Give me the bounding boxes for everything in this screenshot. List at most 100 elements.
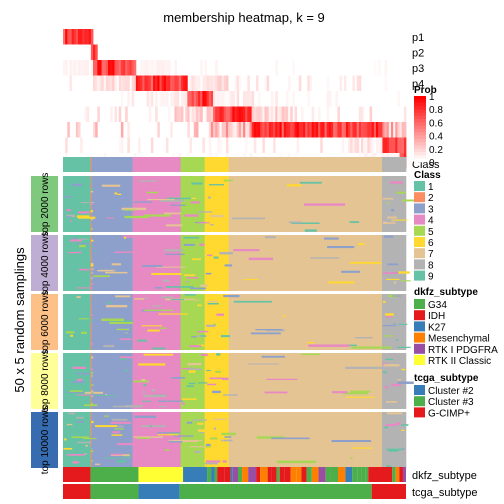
group-streak xyxy=(401,199,417,202)
membership-cell xyxy=(103,75,107,91)
membership-cell xyxy=(183,91,186,107)
membership-cell xyxy=(311,106,315,122)
membership-cell xyxy=(146,60,150,76)
class-block-3 xyxy=(91,157,133,172)
dkfz-cell xyxy=(237,467,243,482)
membership-cell xyxy=(230,106,233,122)
group-streak xyxy=(136,437,151,439)
membership-cell xyxy=(213,75,216,91)
group-streak xyxy=(264,391,288,394)
group-streak xyxy=(123,209,136,211)
group-class-block xyxy=(228,412,383,468)
membership-cell xyxy=(191,91,195,107)
group-streak xyxy=(283,314,286,317)
group-streak xyxy=(383,371,387,374)
membership-cell xyxy=(285,122,289,138)
group-streak xyxy=(95,394,117,396)
group-streak xyxy=(142,265,163,267)
membership-cell xyxy=(253,122,257,138)
class-legend-swatch-6 xyxy=(414,237,425,247)
group-streak xyxy=(90,264,94,267)
tcga-legend-swatch xyxy=(414,385,425,395)
group-streak xyxy=(137,339,147,342)
group-streak xyxy=(323,237,339,240)
group-streak xyxy=(78,211,90,214)
membership-cell xyxy=(238,106,242,122)
membership-cell xyxy=(155,91,158,107)
group-streak xyxy=(393,323,396,325)
membership-cell xyxy=(223,122,227,138)
membership-cell xyxy=(219,106,223,122)
membership-cell xyxy=(155,75,158,91)
group-streak xyxy=(307,342,314,344)
membership-cell xyxy=(176,75,180,91)
membership-cell xyxy=(118,106,122,122)
membership-cell xyxy=(118,137,122,153)
group-streak xyxy=(328,281,355,284)
membership-cell xyxy=(65,137,68,153)
dkfz-legend-label: G34 xyxy=(428,300,447,311)
membership-cell xyxy=(221,106,225,122)
group-streak xyxy=(210,224,214,226)
group-streak xyxy=(91,403,94,405)
group-streak xyxy=(261,355,285,358)
group-streak xyxy=(204,446,212,448)
membership-cell xyxy=(354,122,358,138)
membership-cell xyxy=(270,91,274,107)
group-streak xyxy=(80,202,95,204)
group-streak xyxy=(71,436,89,439)
membership-cell xyxy=(386,122,390,138)
membership-cell xyxy=(223,106,227,122)
membership-cell xyxy=(69,29,72,45)
class-block-5 xyxy=(180,157,205,172)
group-streak xyxy=(77,378,83,381)
group-streak xyxy=(180,434,184,437)
group-streak xyxy=(345,366,384,369)
group-streak xyxy=(291,222,320,224)
membership-cell xyxy=(71,29,75,45)
group-streak xyxy=(70,334,74,337)
prob-tick-5: 0 xyxy=(429,158,435,169)
group-streak xyxy=(90,370,93,373)
membership-cell xyxy=(198,75,201,91)
membership-cell xyxy=(208,122,212,138)
membership-cell xyxy=(395,122,398,138)
group-streak xyxy=(124,215,149,219)
membership-cell xyxy=(208,75,212,91)
membership-cell xyxy=(112,60,115,76)
membership-cell xyxy=(380,137,383,153)
prob-gradient-step xyxy=(414,115,426,120)
group-streak xyxy=(111,434,123,436)
membership-cell xyxy=(292,60,295,76)
group-streak xyxy=(212,323,216,326)
group-streak xyxy=(141,400,152,402)
membership-cell xyxy=(163,60,167,76)
prob-gradient-step xyxy=(414,158,426,163)
dkfz-legend-label: K27 xyxy=(428,322,446,333)
group-streak xyxy=(276,460,316,464)
group-streak xyxy=(181,367,190,370)
membership-cell xyxy=(326,75,330,91)
membership-cell xyxy=(234,122,238,138)
membership-cell xyxy=(292,122,295,138)
group-streak xyxy=(393,281,397,284)
group-streak xyxy=(401,448,405,450)
group-streak xyxy=(72,237,77,239)
membership-cell xyxy=(273,122,276,138)
group-streak xyxy=(66,209,71,212)
membership-cell xyxy=(283,122,287,138)
group-streak xyxy=(332,391,348,394)
membership-cell xyxy=(193,91,197,107)
membership-cell xyxy=(288,75,291,91)
membership-cell xyxy=(63,29,66,45)
group-streak xyxy=(95,425,118,428)
membership-cell xyxy=(253,106,257,122)
group-streak xyxy=(395,422,401,425)
membership-cell xyxy=(365,122,368,138)
group-streak xyxy=(157,432,181,434)
membership-cell xyxy=(187,106,190,122)
dkfz-row-label: dkfz_subtype xyxy=(412,470,477,482)
membership-cell xyxy=(285,91,289,107)
class-legend-label-5: 5 xyxy=(428,227,434,238)
group-streak xyxy=(204,462,218,465)
